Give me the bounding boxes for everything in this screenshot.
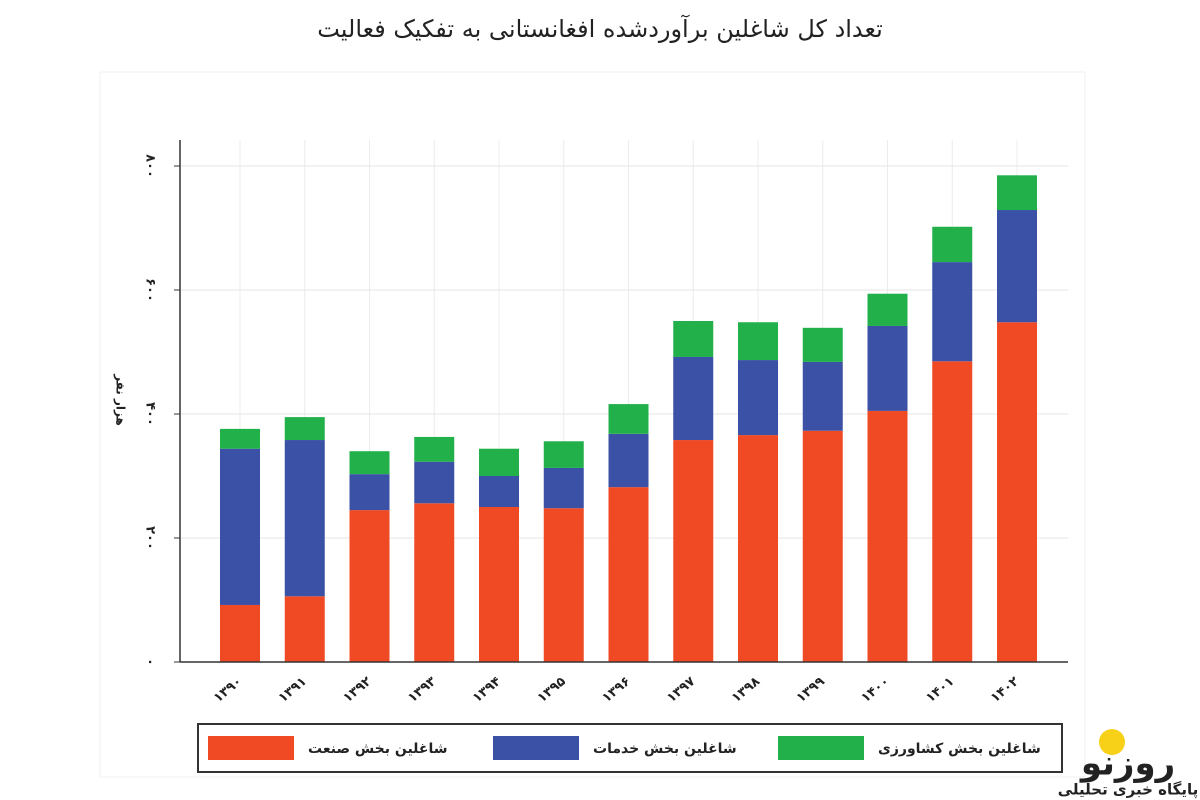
bar-segment — [802, 430, 843, 662]
bar-segment — [802, 361, 843, 431]
x-tick-label: ۱۳۹۲ — [341, 674, 375, 706]
x-tick-label: ۱۳۹۵ — [535, 674, 569, 706]
x-tick-label: ۱۴۰۰ — [859, 674, 893, 706]
chart-title: تعداد کل شاغلین برآوردشده افغانستانی به … — [317, 14, 883, 43]
logo-dot — [1099, 729, 1125, 755]
bar-segment — [738, 360, 778, 436]
bar-segment — [608, 433, 649, 488]
bar-segment — [867, 410, 908, 662]
bar-segment — [673, 356, 714, 441]
bar-segment — [932, 262, 973, 362]
bar-segment — [479, 476, 519, 507]
x-tick-label: ۱۴۰۱ — [923, 674, 957, 706]
bar-segment — [738, 322, 778, 361]
bar-segment — [220, 428, 260, 449]
bar-segment — [608, 487, 649, 662]
y-tick-label: ۲۰۰ — [143, 526, 158, 550]
bar-segment — [479, 448, 519, 476]
bar-segment — [867, 293, 908, 326]
bar-segment — [414, 503, 455, 662]
bar-segment — [284, 440, 325, 597]
logo-tagline: پایگاه خبری تحلیلی — [1058, 781, 1199, 800]
legend-label: شاغلین بخش کشاورزی — [878, 741, 1041, 757]
x-tick-label: ۱۳۹۷ — [664, 674, 698, 706]
y-tick-label: ۶۰۰ — [143, 278, 158, 302]
bar-segment — [543, 508, 584, 662]
y-tick-label: ۸۰۰ — [143, 154, 158, 178]
bar-segment — [220, 448, 260, 605]
x-tick-label: ۱۳۹۴ — [470, 674, 504, 706]
bar-segment — [543, 467, 584, 509]
x-tick-label: ۱۳۹۸ — [729, 674, 763, 706]
bar-segment — [284, 596, 325, 662]
legend-label: شاغلین بخش خدمات — [593, 741, 737, 757]
bar-segment — [867, 325, 908, 411]
x-tick-label: ۱۴۰۲ — [988, 674, 1022, 706]
y-axis-label: هزار نفر — [114, 373, 128, 426]
bar-segment — [543, 441, 584, 468]
legend-swatch — [778, 736, 864, 760]
bar-segment — [220, 604, 260, 662]
bar-segment — [349, 451, 390, 475]
x-tick-label: ۱۳۹۳ — [405, 674, 439, 706]
bar-segment — [802, 327, 843, 362]
bar-segment — [738, 435, 778, 662]
bar-segment — [349, 474, 390, 511]
bar-segment — [997, 322, 1037, 662]
x-tick-label: ۱۳۹۹ — [794, 674, 828, 706]
bar-segment — [284, 417, 325, 441]
bar-segment — [673, 440, 714, 662]
y-tick-label: ۰ — [143, 658, 158, 666]
bar-segment — [608, 404, 649, 434]
legend-swatch — [493, 736, 579, 760]
legend-box — [197, 723, 1063, 773]
x-tick-label: ۱۳۹۶ — [600, 674, 634, 706]
logo: روزنو — [1079, 744, 1175, 784]
frame — [99, 71, 1086, 778]
bar-segment — [932, 361, 973, 662]
legend-swatch — [208, 736, 294, 760]
bar-segment — [932, 226, 973, 263]
x-tick-label: ۱۳۹۱ — [276, 674, 310, 706]
bar-segment — [997, 210, 1037, 323]
legend-label: شاغلین بخش صنعت — [308, 741, 447, 757]
bar-segment — [673, 321, 714, 357]
bar-segment — [479, 507, 519, 662]
bar-segment — [414, 461, 455, 504]
y-tick-label: ۴۰۰ — [143, 402, 158, 426]
bar-segment — [414, 436, 455, 462]
x-tick-label: ۱۳۹۰ — [211, 674, 245, 706]
bar-segment — [349, 510, 390, 662]
bar-segment — [997, 175, 1037, 211]
